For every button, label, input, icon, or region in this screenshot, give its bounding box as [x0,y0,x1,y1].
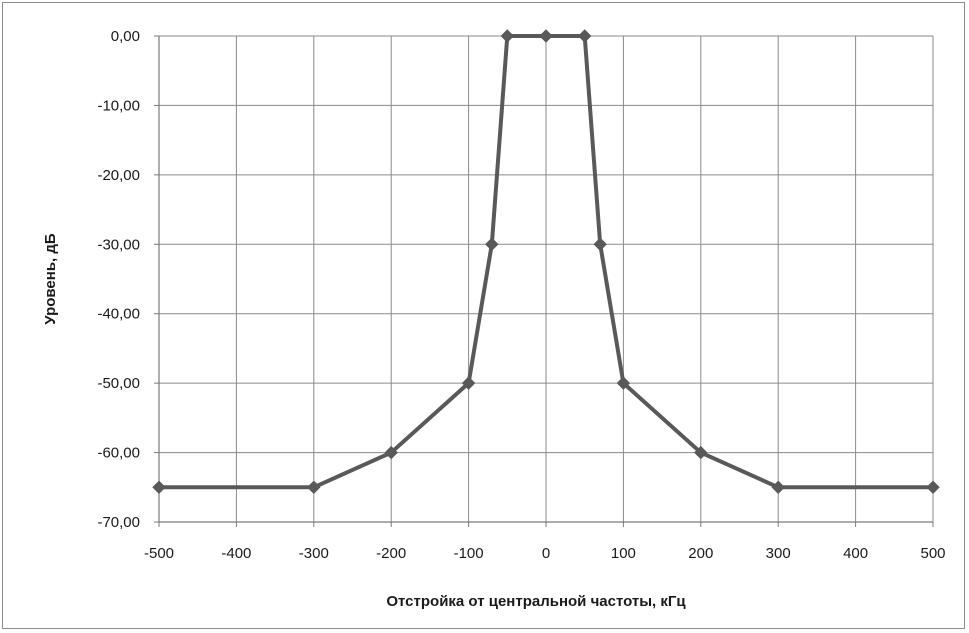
y-tick-label: -50,00 [97,375,140,392]
data-point-marker [616,376,631,390]
x-tick-label: 200 [688,545,713,562]
x-tick-label: -200 [376,545,406,562]
y-tick-label: -20,00 [97,167,140,184]
y-tick-label: -70,00 [97,514,140,531]
y-axis-title: Уровень, дБ [42,233,59,325]
x-tick-label: 500 [920,545,945,562]
axes [154,35,934,527]
data-point-marker [771,480,785,494]
series [152,29,940,494]
tick-labels: -500 -400 -300 -200 -100 0 100 200 300 400 500 0,00… [97,28,945,562]
data-point-marker [539,29,553,43]
y-tick-label: -60,00 [97,445,140,462]
x-tick-label: 0 [542,545,550,562]
data-point-marker [577,29,592,43]
x-tick-label: 300 [766,545,791,562]
data-point-marker [500,29,515,43]
data-point-marker [485,237,499,251]
y-tick-label: -30,00 [97,236,140,253]
y-tick-label: 0,00 [111,28,140,45]
data-point-marker [593,237,607,251]
line-chart: -500 -400 -300 -200 -100 0 100 200 300 400 500 0,00… [42,28,946,610]
x-tick-label: -100 [454,545,484,562]
data-point-marker [307,480,321,494]
x-tick-label: 100 [611,545,636,562]
x-tick-label: -500 [144,545,174,562]
x-tick-label: -400 [221,545,251,562]
x-tick-label: 400 [843,545,868,562]
data-point-marker [152,480,166,494]
data-point-marker [384,445,398,460]
grid [158,35,934,523]
x-axis-title: Отстройка от центральной частоты, кГц [386,593,686,610]
y-tick-label: -10,00 [97,97,140,114]
data-point-marker [926,480,940,494]
data-point-marker [694,445,708,460]
y-tick-label: -40,00 [97,306,140,323]
x-tick-label: -300 [299,545,329,562]
data-point-marker [461,376,476,390]
